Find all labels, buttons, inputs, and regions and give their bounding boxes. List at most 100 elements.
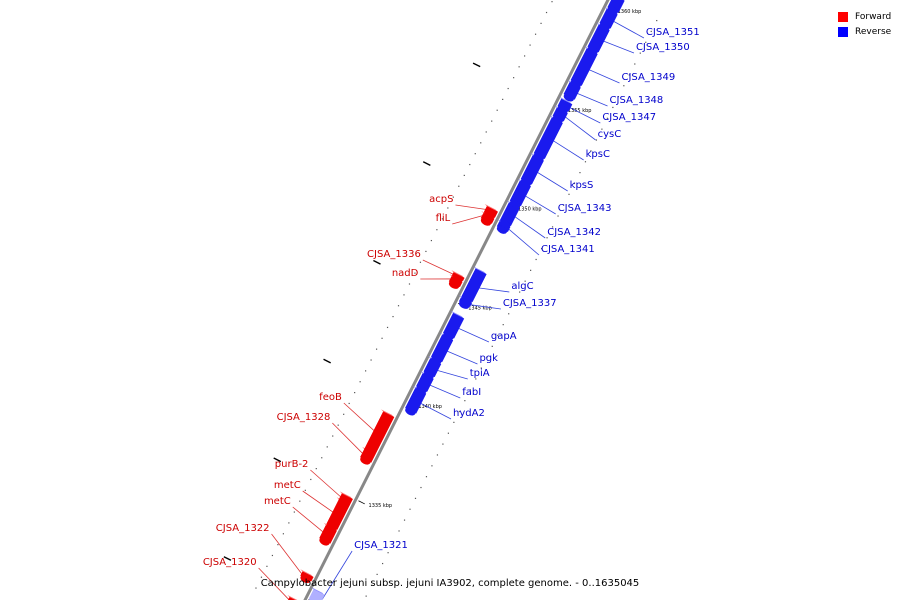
scale-dot bbox=[382, 562, 384, 565]
scale-dot bbox=[414, 272, 416, 274]
leader-line bbox=[508, 228, 540, 256]
scale-dot bbox=[623, 85, 625, 87]
gene-cap bbox=[496, 225, 508, 234]
gene-top-face bbox=[287, 594, 298, 600]
gene-cap bbox=[587, 46, 598, 55]
tick-label: 1355 kbp bbox=[568, 108, 592, 114]
gene-label: acpS bbox=[429, 194, 453, 205]
scale-dot bbox=[513, 77, 515, 79]
gene-cap bbox=[563, 93, 574, 102]
gene-cap bbox=[499, 219, 511, 228]
scale-dot bbox=[447, 207, 449, 209]
legend-forward-label: Forward bbox=[855, 11, 892, 22]
leader-line bbox=[455, 204, 486, 210]
scale-dot bbox=[299, 500, 301, 502]
tick-label: 1335 kbp bbox=[369, 503, 393, 509]
scale-dot bbox=[441, 218, 443, 220]
scale-dot bbox=[557, 215, 559, 217]
gene-label: CJSA_1342 bbox=[547, 227, 601, 238]
scale-dot bbox=[343, 413, 345, 415]
scale-dot bbox=[398, 530, 400, 532]
gene-label: CJSA_1321 bbox=[354, 540, 408, 551]
scale-dot bbox=[321, 457, 323, 459]
scale-dot bbox=[420, 486, 422, 489]
scale-dot bbox=[590, 150, 592, 152]
gene-feoB bbox=[364, 409, 395, 457]
scale-dot bbox=[458, 410, 460, 413]
scale-dot bbox=[480, 367, 482, 369]
scale-dot bbox=[645, 41, 647, 43]
gene-labels: CJSA_1320 CJSA_1321 CJSA_1322 metC metC purB-… bbox=[203, 27, 700, 568]
scale-dot bbox=[458, 185, 460, 187]
scale-dot bbox=[535, 258, 537, 261]
scale-dot bbox=[469, 389, 471, 391]
scale-dot bbox=[524, 55, 526, 57]
gene-CJSA_1322 bbox=[300, 569, 314, 584]
tick-mark bbox=[223, 556, 232, 561]
scale-dot bbox=[562, 204, 565, 206]
gene-body bbox=[287, 596, 296, 600]
gene-label: CJSA_1337 bbox=[503, 298, 557, 309]
scale-dot bbox=[491, 120, 493, 122]
scale-dot bbox=[634, 63, 636, 65]
scale-dot bbox=[551, 1, 553, 3]
gene-label: kpsS bbox=[570, 180, 594, 191]
scale-dot bbox=[387, 552, 389, 554]
scale-dot bbox=[540, 22, 542, 24]
scale-dot bbox=[386, 326, 389, 329]
gene-label: algC bbox=[511, 281, 533, 292]
scale-dot bbox=[260, 576, 263, 578]
scale-dot bbox=[304, 489, 306, 491]
gene-CJSA_1320 bbox=[287, 594, 298, 600]
scale-dot bbox=[469, 163, 471, 166]
leader-line bbox=[525, 195, 556, 215]
gene-label: metC bbox=[264, 496, 291, 507]
scale-dot bbox=[392, 315, 394, 318]
gene-CJSA_1347 bbox=[557, 96, 573, 114]
scale-dot bbox=[392, 541, 395, 543]
gene-label: CJSA_1336 bbox=[367, 249, 421, 260]
gene-cap bbox=[319, 537, 330, 546]
gene-CJSA_1336 bbox=[451, 270, 465, 283]
scale-dot bbox=[545, 11, 548, 14]
scale-dot bbox=[519, 291, 521, 293]
gene-label: hydA2 bbox=[453, 408, 485, 419]
gene-label: CJSA_1351 bbox=[646, 27, 700, 38]
gene-label: tpiA bbox=[470, 368, 490, 379]
leader-line bbox=[537, 172, 568, 192]
scale-dot bbox=[271, 554, 274, 557]
genome-caption-text: Campylobacter jejuni subsp. jejuni IA390… bbox=[260, 578, 640, 589]
leader-line bbox=[458, 328, 490, 343]
genome-backbone bbox=[303, 0, 610, 600]
tick-label: 1345 kbp bbox=[468, 305, 492, 311]
scale-dot bbox=[431, 465, 433, 467]
gene-cap bbox=[520, 178, 532, 187]
leader-line bbox=[577, 93, 608, 107]
gene-cap bbox=[461, 295, 472, 304]
leader-line bbox=[570, 107, 601, 124]
gene-label: CJSA_1341 bbox=[541, 244, 595, 255]
leader-line bbox=[613, 21, 645, 39]
leader-line bbox=[292, 506, 323, 532]
gene-cap bbox=[448, 280, 460, 289]
gene-label: purB-2 bbox=[275, 459, 309, 470]
scale-dot bbox=[447, 432, 449, 434]
gene-top-face bbox=[484, 204, 498, 212]
gene-body bbox=[308, 589, 325, 600]
gene-cap bbox=[599, 22, 610, 31]
scale-dot bbox=[508, 313, 510, 315]
scale-dot bbox=[425, 476, 428, 478]
leader-line bbox=[589, 69, 620, 84]
legend-forward: Forward bbox=[838, 9, 891, 24]
gene-top-face bbox=[311, 587, 325, 596]
scale-dot bbox=[496, 109, 498, 111]
gene-cap bbox=[326, 523, 337, 532]
gene-label: CJSA_1349 bbox=[622, 72, 676, 83]
gene-top-face bbox=[300, 569, 314, 578]
tick-mark bbox=[373, 259, 381, 265]
scale-dot bbox=[348, 402, 350, 405]
genome-caption: Campylobacter jejuni subsp. jejuni IA390… bbox=[0, 578, 900, 589]
tick-label: 1340 kbp bbox=[418, 404, 442, 410]
scale-dot bbox=[359, 381, 361, 383]
